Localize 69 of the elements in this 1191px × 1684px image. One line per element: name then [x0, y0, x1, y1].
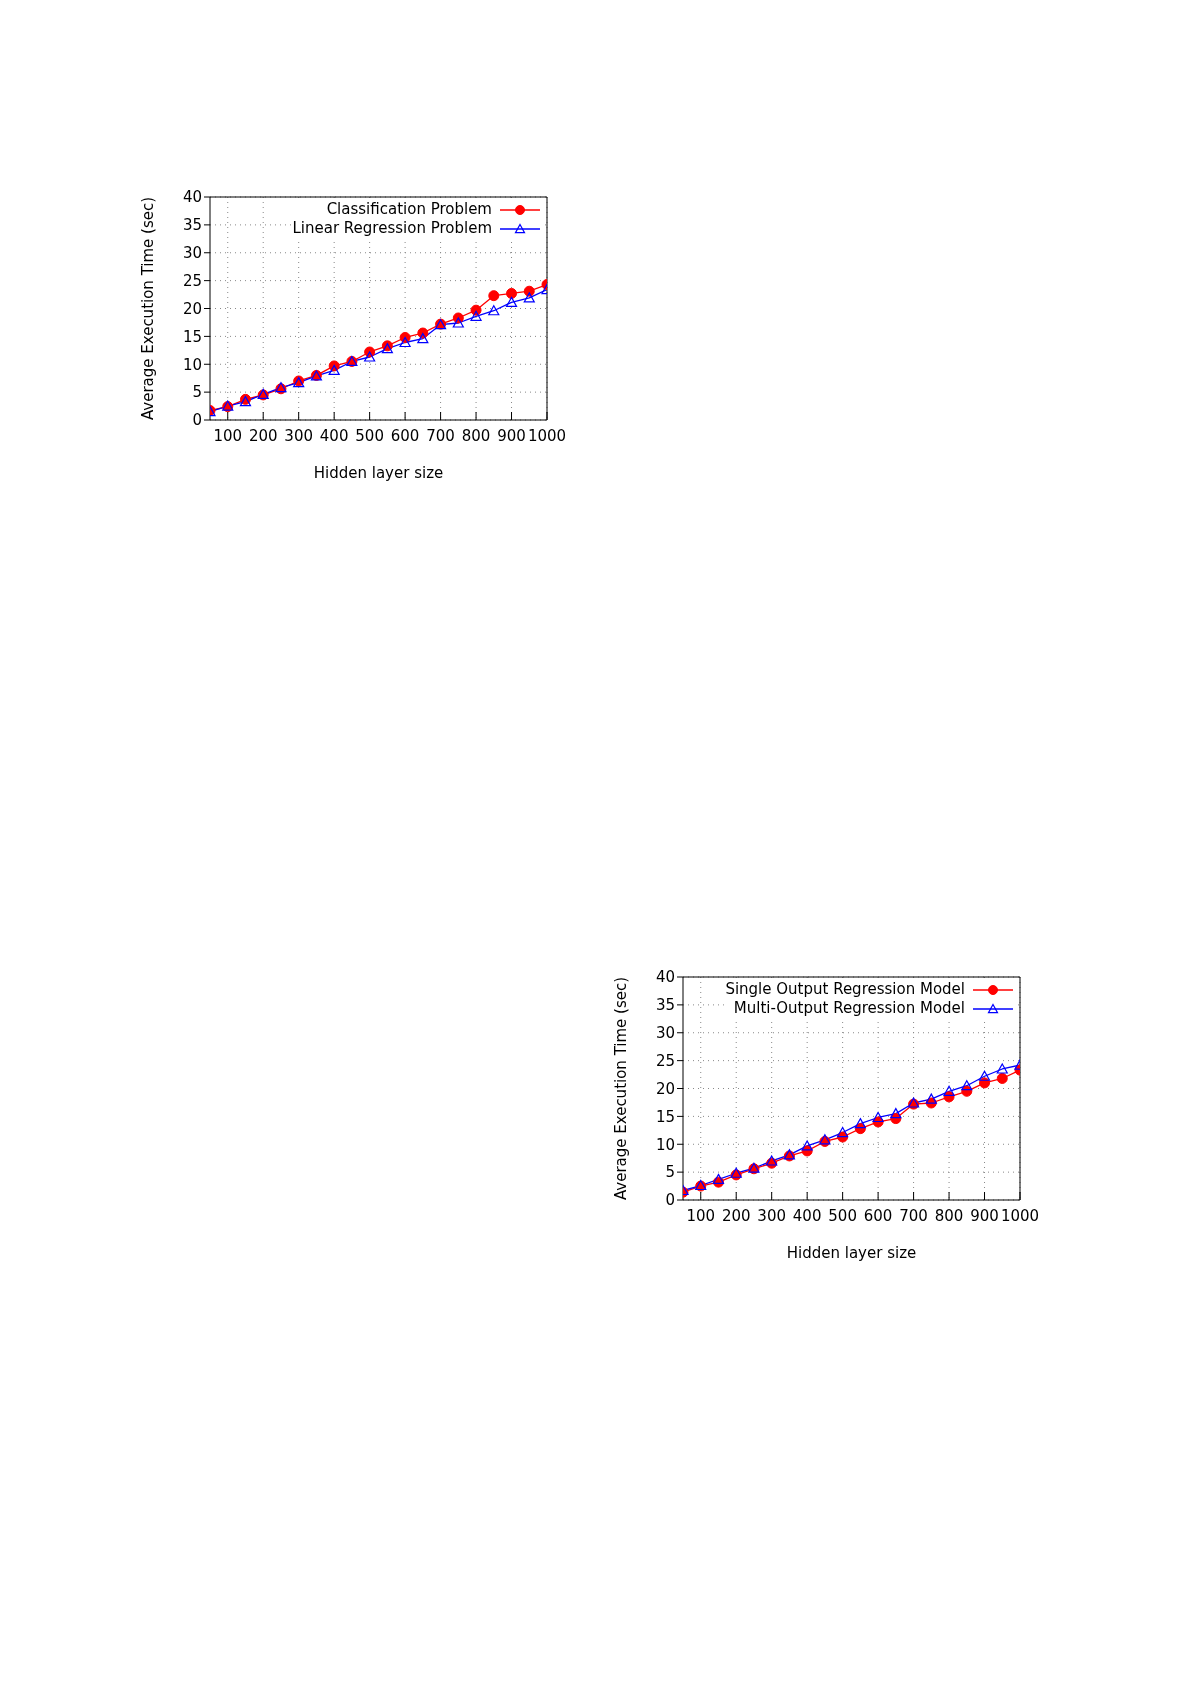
- x-tick-label: 600: [863, 1206, 893, 1225]
- y-tick-label: 15: [655, 1107, 675, 1126]
- point: [872, 1111, 884, 1123]
- y-axis-title: Average Execution Time (sec): [612, 976, 631, 1201]
- x-tick-label: 400: [792, 1206, 822, 1225]
- point: [417, 333, 429, 344]
- y-tick-label: 35: [182, 216, 202, 235]
- y-tick-label: 30: [655, 1024, 675, 1043]
- y-tick-label: 0: [665, 1191, 675, 1210]
- x-tick-label: 900: [497, 426, 526, 445]
- x-tick-label: 800: [934, 1206, 964, 1225]
- point: [943, 1085, 955, 1096]
- point: [837, 1126, 849, 1138]
- x-tick-label: 1000: [527, 426, 567, 445]
- y-tick-label: 40: [182, 188, 202, 207]
- x-tick-label: 700: [899, 1206, 928, 1225]
- x-tick-label: 1000: [1000, 1206, 1040, 1225]
- x-tick-label: 500: [355, 426, 384, 445]
- point: [523, 292, 535, 303]
- y-tick-label: 10: [182, 355, 202, 374]
- x-tick-label: 900: [970, 1206, 999, 1225]
- x-axis-title: Hidden layer size: [313, 464, 444, 482]
- y-axis-title: Average Execution Time (sec): [139, 196, 158, 421]
- x-tick-label: 300: [757, 1206, 786, 1225]
- y-tick-label: 10: [655, 1135, 675, 1154]
- point: [328, 364, 340, 375]
- y-tick-label: 40: [655, 968, 675, 987]
- point: [854, 1118, 866, 1129]
- y-tick-label: 25: [655, 1051, 675, 1070]
- point: [488, 290, 500, 302]
- y-tick-label: 20: [655, 1079, 675, 1098]
- y-tick-label: 35: [655, 996, 675, 1015]
- point: [712, 1173, 725, 1184]
- point: [488, 305, 500, 316]
- x-tick-label: 800: [461, 426, 491, 445]
- legend-label: Multi-Output Regression Model: [733, 999, 965, 1018]
- y-tick-label: 0: [192, 411, 202, 430]
- legend-label: Single Output Regression Model: [725, 980, 965, 999]
- x-tick-label: 100: [213, 426, 243, 445]
- x-tick-label: 200: [721, 1206, 751, 1225]
- x-tick-label: 400: [319, 426, 349, 445]
- point: [978, 1070, 991, 1081]
- point: [996, 1072, 1008, 1084]
- legend-label: Classification Problem: [326, 200, 492, 219]
- x-tick-label: 600: [390, 426, 420, 445]
- y-tick-label: 15: [182, 327, 202, 346]
- y-tick-label: 25: [182, 271, 202, 290]
- point: [452, 317, 464, 328]
- point: [961, 1080, 973, 1091]
- x-tick-label: 200: [248, 426, 278, 445]
- y-tick-label: 30: [182, 244, 202, 263]
- point: [996, 1063, 1008, 1074]
- legend-label: Linear Regression Problem: [292, 219, 492, 238]
- point: [505, 296, 518, 307]
- y-tick-label: 5: [665, 1163, 675, 1182]
- x-tick-label: 300: [284, 426, 313, 445]
- y-tick-label: 5: [192, 383, 202, 402]
- point: [506, 287, 518, 299]
- point: [925, 1093, 937, 1104]
- x-tick-label: 100: [686, 1206, 716, 1225]
- x-tick-label: 500: [828, 1206, 857, 1225]
- y-tick-label: 20: [182, 299, 202, 318]
- point: [399, 336, 411, 348]
- x-axis-title: Hidden layer size: [786, 1244, 917, 1262]
- point: [801, 1140, 813, 1151]
- point: [470, 310, 482, 321]
- point: [890, 1107, 902, 1119]
- x-tick-label: 700: [426, 426, 455, 445]
- point: [364, 351, 376, 362]
